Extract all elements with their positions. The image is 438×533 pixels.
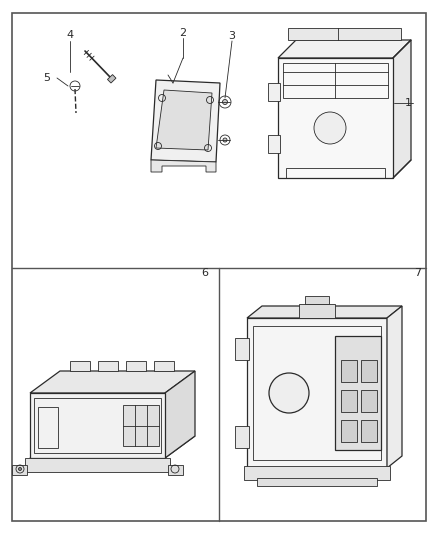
Bar — [247, 318, 387, 468]
Bar — [361, 390, 377, 412]
Polygon shape — [156, 90, 212, 150]
Text: 1: 1 — [405, 98, 411, 108]
Bar — [257, 478, 377, 486]
Circle shape — [314, 112, 346, 144]
Bar — [361, 360, 377, 382]
Bar — [361, 420, 377, 442]
Bar — [123, 405, 159, 446]
Bar — [38, 407, 58, 448]
Bar — [335, 336, 381, 450]
Bar — [235, 338, 249, 360]
Polygon shape — [165, 371, 195, 458]
Bar — [98, 361, 118, 371]
Polygon shape — [30, 436, 195, 458]
Bar — [30, 393, 165, 458]
Bar — [235, 426, 249, 448]
Bar — [244, 466, 390, 480]
Circle shape — [223, 138, 227, 142]
Polygon shape — [30, 371, 195, 393]
Polygon shape — [278, 40, 411, 58]
Text: 5: 5 — [43, 73, 50, 83]
Text: 4: 4 — [67, 30, 74, 40]
Bar — [126, 361, 146, 371]
Bar — [268, 83, 280, 101]
Polygon shape — [151, 80, 220, 162]
Text: 6: 6 — [201, 268, 208, 278]
Bar — [168, 465, 183, 475]
Bar — [299, 304, 335, 318]
Bar — [288, 28, 401, 40]
Bar — [278, 58, 393, 178]
Text: 7: 7 — [414, 268, 421, 278]
Polygon shape — [393, 40, 411, 178]
Text: 3: 3 — [229, 31, 236, 41]
Polygon shape — [107, 75, 116, 83]
Bar — [70, 361, 90, 371]
Circle shape — [269, 373, 309, 413]
Circle shape — [18, 467, 21, 471]
Bar — [25, 458, 170, 472]
Bar — [341, 360, 357, 382]
Bar — [154, 361, 174, 371]
Bar — [341, 420, 357, 442]
Text: 2: 2 — [180, 28, 187, 38]
Bar — [341, 390, 357, 412]
Bar — [283, 63, 388, 98]
Bar — [305, 296, 329, 304]
Bar — [268, 135, 280, 153]
Bar — [253, 326, 381, 460]
Polygon shape — [387, 306, 402, 468]
Bar — [34, 398, 161, 453]
Circle shape — [223, 100, 227, 104]
Polygon shape — [151, 160, 216, 172]
Polygon shape — [247, 306, 402, 318]
Bar — [286, 168, 385, 178]
Bar — [12, 465, 27, 475]
